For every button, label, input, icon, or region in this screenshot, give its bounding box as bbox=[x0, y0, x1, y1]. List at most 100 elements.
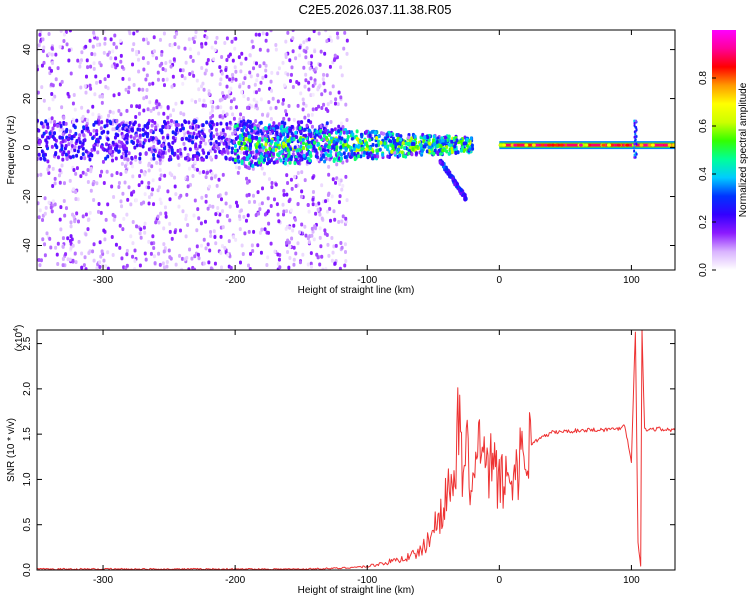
spectrogram-cell bbox=[191, 135, 195, 140]
spectrogram-cell bbox=[125, 263, 129, 268]
spectrogram-cell bbox=[43, 253, 47, 258]
spectrogram-cell bbox=[53, 181, 57, 186]
spectrogram-cell bbox=[68, 129, 72, 134]
spectrogram-cell bbox=[339, 178, 343, 183]
spectrogram-cell bbox=[221, 172, 225, 177]
spectrogram-cell bbox=[54, 77, 58, 82]
spectrogram-cell bbox=[343, 263, 347, 268]
spectrogram-cell bbox=[242, 156, 246, 161]
spectrogram-cell bbox=[158, 168, 162, 173]
spectrogram-cell bbox=[288, 160, 292, 165]
spectrogram-cell bbox=[156, 70, 160, 75]
spectrogram-cell bbox=[191, 164, 195, 169]
spectrogram-cell bbox=[443, 148, 447, 153]
spectrogram-cell bbox=[331, 177, 335, 182]
spectrogram-cell bbox=[167, 157, 171, 162]
spectrogram-cell bbox=[319, 128, 323, 133]
spectrogram-cell bbox=[208, 248, 212, 253]
spectrogram-cell bbox=[139, 227, 143, 232]
colorbar-label: Normalized spectral amplitude bbox=[738, 82, 749, 217]
spectrogram-cell bbox=[73, 251, 77, 256]
spectrogram-cell bbox=[115, 171, 119, 176]
spectrogram-cell bbox=[131, 254, 135, 259]
spectrogram-cell bbox=[86, 65, 90, 70]
x-tick-label: -200 bbox=[225, 575, 245, 586]
spectrogram-cell bbox=[236, 127, 240, 132]
spectrogram-cell bbox=[47, 117, 51, 122]
spectrogram-cell bbox=[42, 45, 46, 50]
spectrogram-cell bbox=[282, 209, 286, 214]
spectrogram-cell bbox=[540, 143, 545, 147]
spectrogram-cell bbox=[263, 212, 267, 217]
spectrogram-cell bbox=[326, 153, 330, 158]
spectrogram-cell bbox=[73, 144, 77, 149]
spectrogram-cell bbox=[286, 147, 290, 152]
spectrogram-cell bbox=[234, 200, 238, 205]
spectrogram-cell bbox=[44, 119, 48, 124]
spectrogram-cell bbox=[340, 73, 344, 78]
spectrogram-cell bbox=[273, 249, 277, 254]
spectrogram-cell bbox=[195, 228, 199, 233]
spectrogram-cell bbox=[317, 31, 321, 36]
spectrogram-cell bbox=[285, 173, 289, 178]
spectrogram-cell bbox=[196, 157, 200, 162]
spectrogram-cell bbox=[271, 152, 275, 157]
spectrogram-cell bbox=[314, 132, 318, 137]
spectrogram-cell bbox=[197, 51, 201, 56]
spectrogram-cell bbox=[258, 207, 262, 212]
spectrogram-cell bbox=[325, 135, 329, 140]
spectrogram-cell bbox=[438, 139, 442, 144]
spectrogram-cell bbox=[110, 173, 114, 178]
spectrogram-cell bbox=[39, 172, 43, 177]
spectrogram-cell bbox=[219, 265, 223, 270]
spectrogram-cell bbox=[135, 224, 139, 229]
spectrogram-cell bbox=[432, 134, 436, 139]
spectrogram-cell bbox=[138, 160, 142, 165]
spectrogram-cell bbox=[111, 127, 115, 132]
spectrogram-cell bbox=[284, 109, 288, 114]
spectrogram-cell bbox=[125, 212, 129, 217]
spectrogram-cell bbox=[244, 218, 248, 223]
spectrogram-cell bbox=[293, 145, 297, 150]
spectrogram-cell bbox=[204, 199, 208, 204]
spectrogram-cell bbox=[112, 93, 116, 98]
spectrogram-cell bbox=[37, 43, 41, 48]
spectrogram-cell bbox=[286, 138, 290, 143]
spectrogram-cell bbox=[124, 87, 128, 92]
spectrogram-cell bbox=[342, 46, 346, 51]
spectrogram-cell bbox=[208, 204, 212, 209]
spectrogram-cell bbox=[201, 131, 205, 136]
spectrogram-cell bbox=[110, 184, 114, 189]
x-tick-label: -300 bbox=[93, 575, 113, 586]
spectrogram-cell bbox=[54, 52, 58, 57]
spectrogram-cell bbox=[264, 38, 268, 43]
spectrogram-cell bbox=[266, 230, 270, 235]
spectrogram-cell bbox=[313, 225, 317, 230]
spectrogram-cell bbox=[329, 38, 333, 43]
spectrogram-cell bbox=[158, 177, 162, 182]
spectrogram-cell bbox=[131, 241, 135, 246]
spectrogram-cell bbox=[98, 135, 102, 140]
spectrogram-cell bbox=[239, 112, 243, 117]
spectrogram-cell bbox=[233, 46, 237, 51]
spectrogram-cell bbox=[307, 80, 311, 85]
spectrogram-cell bbox=[435, 139, 439, 144]
spectrogram-cell bbox=[286, 30, 290, 35]
spectrogram-cell bbox=[278, 151, 282, 156]
spectrogram-cell bbox=[338, 135, 342, 140]
spectrogram-cell bbox=[672, 143, 675, 147]
spectrogram-cell bbox=[243, 76, 247, 81]
spectrogram-cell bbox=[307, 240, 311, 245]
spectrogram-cell bbox=[68, 133, 72, 138]
spectrogram-cell bbox=[62, 150, 66, 155]
spectrogram-cell bbox=[304, 72, 308, 77]
spectrogram-cell bbox=[111, 158, 115, 163]
spectrogram-cell bbox=[252, 97, 256, 102]
spectrogram-cell bbox=[248, 70, 252, 75]
spectrogram-cell bbox=[217, 142, 221, 147]
spectrogram-cell bbox=[379, 140, 383, 145]
spectrogram-cell bbox=[41, 217, 45, 222]
spectrogram-cell bbox=[269, 116, 273, 121]
spectrogram-cell bbox=[274, 42, 278, 47]
spectrogram-cell bbox=[68, 178, 72, 183]
